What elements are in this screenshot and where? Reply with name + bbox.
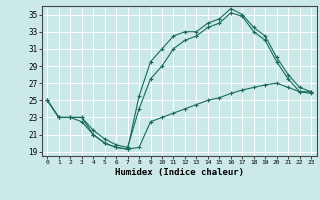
X-axis label: Humidex (Indice chaleur): Humidex (Indice chaleur) xyxy=(115,168,244,177)
